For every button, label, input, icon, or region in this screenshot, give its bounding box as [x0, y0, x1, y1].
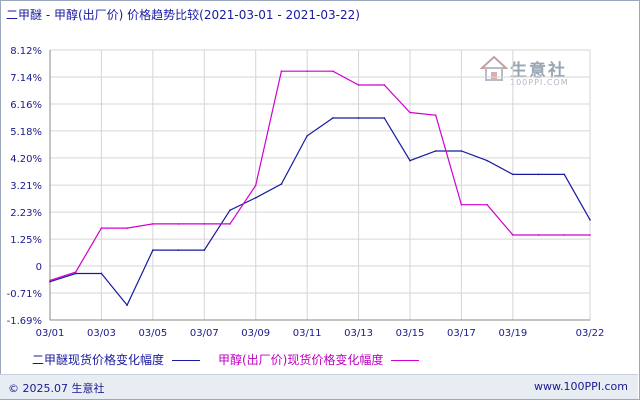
data-point-series2 — [280, 70, 283, 72]
x-tick-label: 03/01 — [36, 328, 65, 339]
legend-item-series1: 二甲醚现货价格变化幅度 — [32, 351, 201, 368]
house-icon — [479, 55, 509, 81]
data-point-series1 — [280, 183, 283, 185]
y-tick-label: 4.20% — [10, 154, 42, 165]
data-point-series1 — [254, 196, 257, 199]
data-point-series1 — [332, 117, 334, 119]
footer-url-link[interactable]: www.100PPI.com — [534, 380, 628, 393]
data-point-series1 — [409, 159, 411, 162]
data-point-series1 — [229, 209, 231, 211]
data-point-series2 — [589, 234, 591, 236]
data-point-series2 — [332, 70, 334, 72]
data-point-series2 — [74, 271, 77, 273]
x-tick-label: 03/22 — [576, 328, 605, 339]
data-point-series1 — [357, 117, 360, 119]
x-tick-label: 03/07 — [190, 328, 219, 339]
y-tick-label: 8.12% — [10, 46, 42, 57]
legend-label-series2: 甲醇(出厂价)现货价格变化幅度 — [218, 353, 384, 367]
footer-copyright: © 2025.07 生意社 — [8, 382, 105, 395]
data-point-series2 — [460, 203, 463, 206]
y-tick-label: 5.18% — [10, 127, 42, 138]
data-point-series2 — [203, 223, 206, 225]
footer-bar: © 2025.07 生意社 www.100PPI.com — [0, 374, 638, 399]
series-line-2 — [49, 70, 590, 281]
legend-swatch-series1 — [172, 360, 201, 361]
data-point-series1 — [589, 219, 591, 221]
y-tick-label: -0.71% — [7, 289, 42, 300]
y-tick-label: 7.14% — [10, 73, 42, 84]
data-point-series1 — [100, 272, 103, 275]
legend-swatch-series2 — [391, 360, 420, 361]
y-tick-label: 3.21% — [10, 181, 42, 192]
data-point-series2 — [486, 203, 488, 206]
y-tick-label: -1.69% — [7, 316, 42, 327]
data-point-series2 — [537, 234, 540, 236]
data-point-series2 — [434, 114, 437, 117]
data-point-series1 — [177, 249, 180, 251]
chart-title: 二甲醚 - 甲醇(出厂价) 价格趋势比较(2021-03-01 - 2021-0… — [6, 8, 360, 22]
data-point-series2 — [254, 184, 257, 187]
x-tick-label: 03/11 — [293, 328, 322, 339]
data-point-series2 — [563, 234, 566, 236]
x-tick-label: 03/09 — [241, 328, 270, 339]
data-point-series1 — [486, 159, 488, 162]
x-tick-label: 03/17 — [447, 328, 476, 339]
x-tick-label: 03/03 — [87, 328, 116, 339]
data-point-series1 — [306, 135, 308, 137]
y-tick-label: 1.25% — [10, 235, 42, 246]
data-point-series1 — [152, 249, 154, 251]
data-point-series1 — [126, 304, 128, 306]
legend-item-series2: 甲醇(出厂价)现货价格变化幅度 — [218, 351, 420, 368]
watermark-subtext: 100PPI.COM — [510, 78, 569, 87]
data-point-series2 — [152, 223, 154, 225]
data-point-series2 — [49, 279, 51, 282]
y-tick-label: 0 — [36, 262, 42, 273]
data-point-series1 — [537, 173, 540, 176]
data-point-series1 — [512, 173, 514, 176]
watermark-text: 生意社 — [510, 61, 567, 81]
data-point-series1 — [563, 173, 566, 176]
x-tick-label: 03/05 — [138, 328, 167, 339]
data-point-series2 — [126, 227, 128, 229]
data-point-series1 — [74, 272, 77, 275]
watermark-logo: 生意社 100PPI.COM — [479, 54, 580, 94]
data-point-series1 — [434, 150, 437, 152]
x-tick-label: 03/13 — [344, 328, 373, 339]
data-point-series1 — [203, 249, 206, 251]
data-point-series1 — [460, 150, 463, 152]
y-tick-label: 6.16% — [10, 100, 42, 111]
data-point-series2 — [512, 234, 514, 236]
data-point-series2 — [383, 84, 386, 86]
y-tick-label: 2.23% — [10, 208, 42, 219]
data-point-series1 — [49, 280, 51, 283]
data-point-series2 — [409, 111, 411, 114]
data-point-series2 — [229, 223, 231, 225]
x-tick-label: 03/15 — [396, 328, 425, 339]
data-point-series2 — [306, 70, 308, 72]
data-point-series1 — [383, 117, 386, 119]
legend-label-series1: 二甲醚现货价格变化幅度 — [32, 353, 165, 367]
x-tick-label: 03/19 — [498, 328, 527, 339]
data-point-series2 — [177, 223, 180, 225]
data-point-series2 — [100, 227, 103, 229]
data-point-series2 — [357, 84, 360, 86]
series-line-1 — [49, 117, 591, 307]
